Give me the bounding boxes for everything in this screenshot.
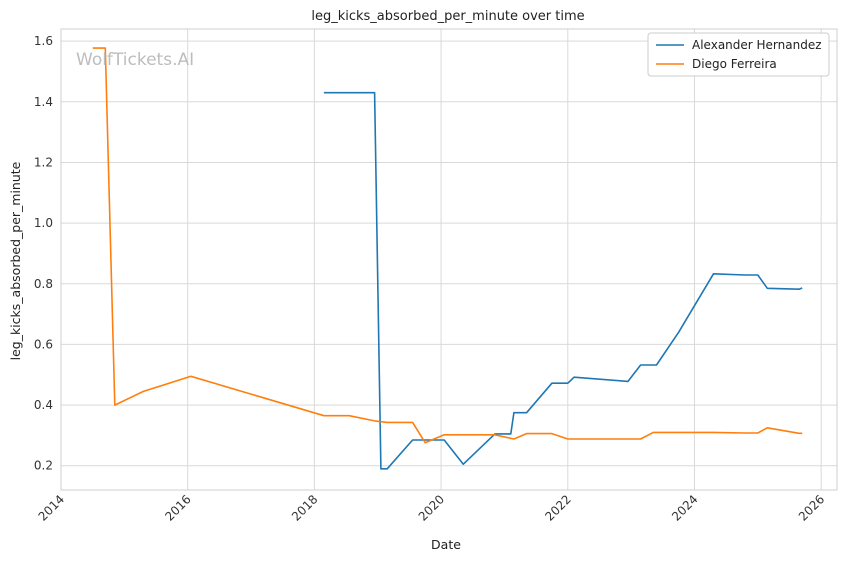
x-axis-title: Date	[431, 537, 461, 552]
legend: Alexander Hernandez Diego Ferreira	[647, 32, 830, 77]
y-tick-label: 0.2	[34, 459, 53, 473]
y-tick-label: 0.6	[34, 337, 53, 351]
series-lines	[92, 47, 803, 470]
grid-lines	[60, 29, 837, 490]
legend-box	[647, 32, 830, 77]
series-line-alexander-hernandez	[323, 91, 803, 470]
y-tick-label: 1.0	[34, 216, 53, 230]
y-axis-title: leg_kicks_absorbed_per_minute	[8, 161, 23, 360]
chart-title: leg_kicks_absorbed_per_minute over time	[311, 9, 584, 24]
y-tick-label: 1.4	[34, 95, 53, 109]
y-tick-label: 0.8	[34, 277, 53, 291]
series-line-diego-ferreira	[92, 47, 803, 444]
plot-area-frame	[60, 28, 838, 491]
legend-label-diego-ferreira: Diego Ferreira	[692, 57, 777, 71]
watermark-text: WolfTickets.AI	[76, 50, 194, 70]
y-tick-label: 1.6	[34, 34, 53, 48]
y-tick-label: 1.2	[34, 155, 53, 169]
y-tick-label: 0.4	[34, 398, 53, 412]
legend-label-alexander-hernandez: Alexander Hernandez	[692, 38, 822, 52]
